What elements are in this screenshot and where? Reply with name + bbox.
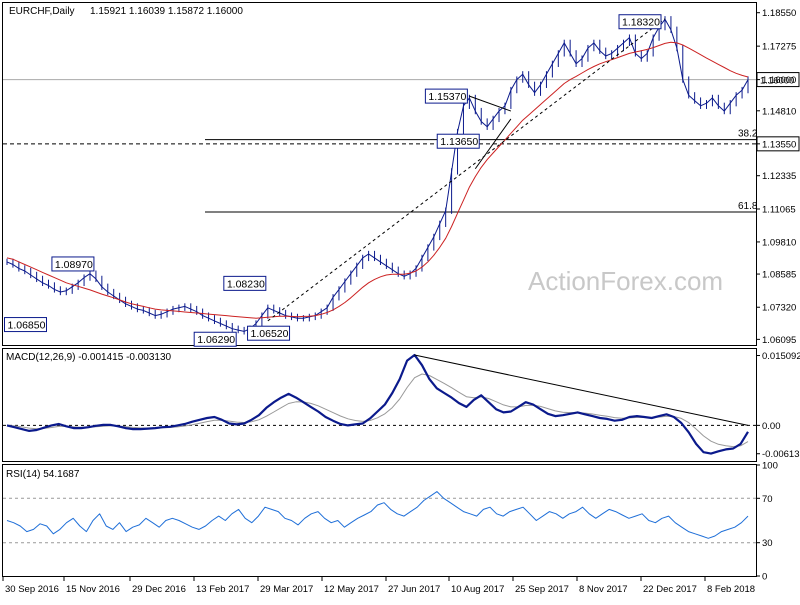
- rsi-line: [6, 491, 749, 539]
- annotation-box: [3, 317, 47, 333]
- price-layer: 38.2 61.8 1.18320 1.15370 1.13650 1.08970 1.06…: [3, 14, 758, 347]
- triangle-lower-line: [474, 118, 512, 170]
- annotation-box: [193, 331, 237, 347]
- xtick-label: 8 Feb 2018: [707, 584, 755, 595]
- macd-panel-frame: [2, 348, 757, 462]
- xtick-label: 30 Sep 2016: [5, 584, 59, 595]
- xtick-label: 12 May 2017: [324, 584, 379, 595]
- symbol-label: EURCHF,Daily: [9, 6, 75, 17]
- rsi-ytick-label: 100: [762, 461, 778, 472]
- rsi-header-label: RSI(14) 54.1687: [6, 469, 80, 480]
- triangle-upper-line: [469, 95, 512, 112]
- rsi-ytick-label: 30: [762, 538, 773, 549]
- macd-line: [6, 353, 749, 455]
- macd-ytick-label: 0.015092: [762, 351, 800, 362]
- annotation-label: 1.08230: [227, 278, 265, 290]
- annotation-box: [424, 88, 468, 104]
- price-ytick-label: 1.17275: [762, 42, 796, 53]
- macd-layer: [3, 353, 756, 455]
- xtick-label: 25 Sep 2017: [515, 584, 569, 595]
- axis-layer: 1.160001.185501.172751.160001.148101.135…: [2, 8, 800, 595]
- price-ytick-label: 1.18550: [762, 8, 796, 19]
- xtick-label: 8 Nov 2017: [579, 584, 628, 595]
- annotation-box: [223, 275, 267, 291]
- xtick-label: 29 Dec 2016: [132, 584, 186, 595]
- ohlc-label: 1.15921 1.16039 1.15872 1.16000: [90, 6, 243, 17]
- xtick-label: 15 Nov 2016: [66, 584, 120, 595]
- xtick-label: 22 Dec 2017: [643, 584, 697, 595]
- rsi-ytick-label: 70: [762, 494, 773, 505]
- price-ytick-label: 1.07320: [762, 303, 796, 314]
- price-panel-frame: [2, 2, 757, 346]
- annotation-label: 1.06850: [7, 320, 45, 332]
- annotation-label: 1.15370: [428, 91, 466, 103]
- rsi-ytick-label: 0: [762, 572, 767, 583]
- price-ytick-label: 1.13550: [762, 139, 796, 150]
- level-label-0: 38.2: [738, 129, 758, 140]
- macd-ytick-label: 0.00: [762, 421, 781, 432]
- moving-average-line: [6, 41, 749, 319]
- macd-trendline: [414, 354, 749, 426]
- rsi-panel-frame: [2, 464, 757, 577]
- macd-ytick-label: -0.00613: [762, 449, 800, 460]
- macd-header-label: MACD(12,26,9) -0.001415 -0.003130: [6, 352, 172, 363]
- price-ytick-label: 1.08585: [762, 270, 796, 281]
- rsi-layer: [3, 491, 756, 544]
- annotation-box: [436, 133, 480, 149]
- annotation-label: 1.06520: [251, 328, 289, 340]
- xtick-label: 27 Jun 2017: [388, 584, 440, 595]
- annotation-box: [618, 14, 662, 30]
- annotation-label: 1.18320: [622, 17, 660, 29]
- price-ytick-label: 1.14810: [762, 106, 796, 117]
- trend-dashed-line: [267, 18, 666, 322]
- xtick-label: 10 Aug 2017: [451, 584, 504, 595]
- annotation-label: 1.08970: [55, 259, 93, 271]
- price-ytick-label: 1.11065: [762, 205, 796, 216]
- current-price-label: 1.16000: [760, 76, 794, 87]
- annotation-box: [51, 256, 95, 272]
- price-ytick-label: 1.16000: [762, 75, 796, 86]
- xtick-label: 29 Mar 2017: [260, 584, 313, 595]
- annotation-label: 1.13650: [440, 136, 478, 148]
- watermark: ActionForex.com: [528, 266, 723, 296]
- level-label-1: 61.8: [738, 201, 758, 212]
- price-close-line: [6, 18, 749, 332]
- annotation-box: [247, 325, 291, 341]
- annotation-label: 1.06290: [197, 334, 235, 346]
- price-ytick-label: 1.06095: [762, 335, 796, 346]
- xtick-label: 13 Feb 2017: [196, 584, 249, 595]
- price-ytick-label: 1.09810: [762, 237, 796, 248]
- price-ytick-label: 1.12335: [762, 171, 796, 182]
